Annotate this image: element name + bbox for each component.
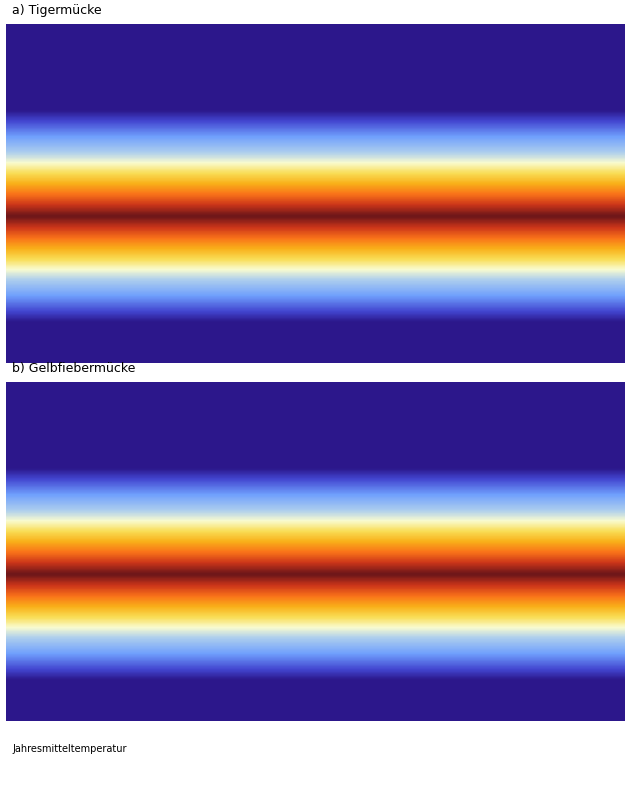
- Text: a) Tigermücke: a) Tigermücke: [13, 4, 102, 18]
- Text: b) Gelbfiebermücke: b) Gelbfiebermücke: [13, 362, 136, 375]
- Text: Jahresmitteltemperatur: Jahresmitteltemperatur: [13, 744, 127, 754]
